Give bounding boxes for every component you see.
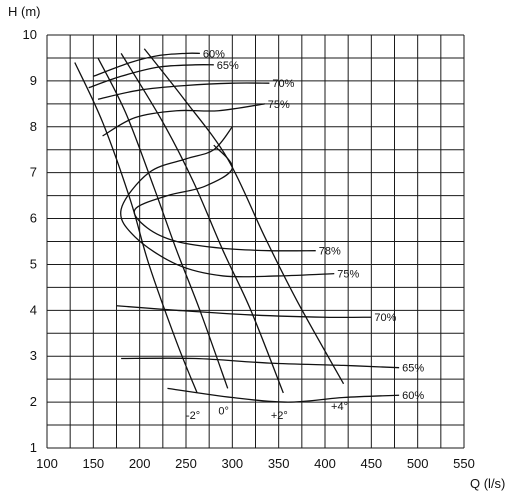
efficiency-curve [167, 387, 400, 403]
y-tick-label: 4 [30, 302, 37, 317]
y-tick-label: 10 [23, 27, 37, 42]
x-tick-label: 300 [221, 456, 243, 471]
blade-angle-label: +4° [331, 401, 348, 413]
y-tick-label: 2 [30, 394, 37, 409]
x-tick-label: 400 [314, 456, 336, 471]
y-tick-label: 7 [30, 165, 37, 180]
efficiency-label: 75% [337, 269, 359, 281]
efficiency-curve [116, 305, 372, 319]
y-axis-title: H (m) [8, 4, 41, 19]
x-tick-label: 100 [36, 456, 58, 471]
efficiency-curve [133, 144, 316, 252]
x-tick-label: 200 [129, 456, 151, 471]
x-tick-label: 350 [268, 456, 290, 471]
efficiency-label: 75% [268, 99, 290, 111]
blade-angle-label: -2° [186, 410, 200, 422]
x-tick-label: 150 [82, 456, 104, 471]
blade-angle-curve [120, 53, 284, 394]
y-tick-label: 9 [30, 73, 37, 88]
efficiency-label: 60% [402, 390, 424, 402]
x-tick-label: 450 [360, 456, 382, 471]
blade-angle-curve [97, 57, 229, 389]
blade-angle-curve [143, 48, 345, 385]
x-tick-label: 500 [407, 456, 429, 471]
curve-labels: -2° 0° +2°+4°60%65%70%75%78%75%70%65%60% [186, 48, 424, 422]
efficiency-curve [97, 82, 270, 100]
efficiency-label: 65% [402, 363, 424, 375]
y-tick-label: 5 [30, 256, 37, 271]
y-tick-label: 6 [30, 211, 37, 226]
efficiency-curve [88, 64, 214, 89]
efficiency-label: 65% [217, 60, 239, 72]
curves [74, 48, 400, 403]
y-tick-label: 1 [30, 440, 37, 455]
x-tick-label: 250 [175, 456, 197, 471]
efficiency-curve [121, 357, 400, 369]
tick-labels: 100 150 200 250 300 350 400 450 500 550 1 2 3 4 5 6 7 8 9 1… [23, 27, 475, 471]
efficiency-label: 70% [374, 312, 396, 324]
y-tick-label: 8 [30, 119, 37, 134]
y-tick-label: 3 [30, 348, 37, 363]
efficiency-label: 60% [203, 48, 225, 60]
x-tick-label: 550 [453, 456, 475, 471]
blade-angle-label: 0° [218, 405, 229, 417]
efficiency-curve [93, 52, 200, 77]
efficiency-curve [102, 103, 265, 137]
efficiency-label: 70% [272, 78, 294, 90]
efficiency-label: 78% [319, 246, 341, 258]
blade-angle-curve [74, 62, 198, 394]
efficiency-curve [120, 126, 335, 278]
grid [46, 34, 465, 449]
x-axis-title: Q (l/s) [470, 476, 505, 491]
blade-angle-label: +2° [271, 410, 288, 422]
